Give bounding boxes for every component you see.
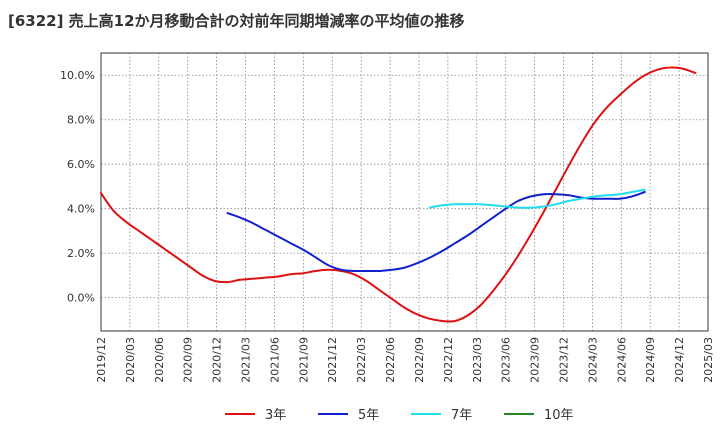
x-tick-label: 2024/12 bbox=[673, 337, 686, 383]
x-tick-label: 2022/12 bbox=[442, 337, 455, 383]
y-tick-label: 6.0% bbox=[67, 158, 95, 171]
legend-label: 3年 bbox=[265, 408, 286, 423]
x-tick-label: 2024/06 bbox=[615, 337, 628, 383]
y-tick-label: 8.0% bbox=[67, 114, 95, 127]
y-tick-label: 4.0% bbox=[67, 203, 95, 216]
series-line-1 bbox=[100, 66, 697, 323]
x-tick-label: 2022/06 bbox=[384, 337, 397, 383]
x-tick-label: 2022/03 bbox=[355, 337, 368, 383]
x-tick-label: 2021/12 bbox=[326, 337, 339, 383]
y-tick-label: 0.0% bbox=[67, 292, 95, 305]
chart-title: [6322] 売上高12か月移動合計の対前年同期増減率の平均値の推移 bbox=[8, 12, 465, 30]
series-line-3 bbox=[428, 188, 646, 209]
x-tick-label: 2023/12 bbox=[557, 337, 570, 383]
series-line-2 bbox=[226, 191, 646, 273]
plot-area bbox=[101, 53, 708, 331]
x-tick-label: 2022/09 bbox=[413, 337, 426, 383]
y-tick-label: 10.0% bbox=[60, 69, 95, 82]
x-tick-label: 2019/12 bbox=[95, 337, 108, 383]
x-tick-label: 2023/09 bbox=[529, 337, 542, 383]
x-tick-label: 2024/03 bbox=[586, 337, 599, 383]
x-tick-label: 2025/03 bbox=[702, 337, 715, 383]
x-tick-label: 2021/06 bbox=[268, 337, 281, 383]
x-tick-label: 2020/12 bbox=[211, 337, 224, 383]
x-tick-label: 2021/03 bbox=[240, 337, 253, 383]
y-tick-label: 2.0% bbox=[67, 247, 95, 260]
x-tick-label: 2023/06 bbox=[500, 337, 513, 383]
legend-label: 10年 bbox=[544, 408, 574, 423]
plot-frame bbox=[100, 52, 709, 332]
legend-label: 5年 bbox=[358, 408, 379, 423]
x-tick-label: 2023/03 bbox=[471, 337, 484, 383]
x-tick-label: 2020/06 bbox=[153, 337, 166, 383]
x-tick-label: 2021/09 bbox=[297, 337, 310, 383]
x-tick-label: 2020/03 bbox=[124, 337, 137, 383]
x-tick-label: 2024/09 bbox=[644, 337, 657, 383]
legend-label: 7年 bbox=[451, 408, 472, 423]
x-tick-label: 2020/09 bbox=[182, 337, 195, 383]
